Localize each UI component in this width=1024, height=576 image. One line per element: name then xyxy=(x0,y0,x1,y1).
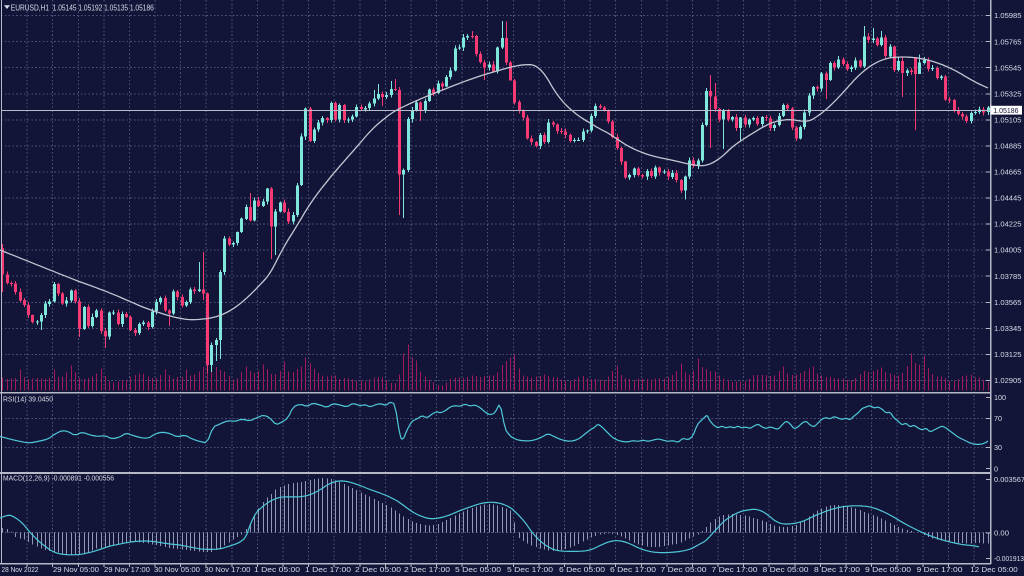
svg-text:1.04005: 1.04005 xyxy=(994,246,1022,255)
svg-text:12 Dec 05:00: 12 Dec 05:00 xyxy=(970,565,1018,574)
svg-text:8 Dec 05:00: 8 Dec 05:00 xyxy=(763,565,809,574)
svg-text:30: 30 xyxy=(994,443,1002,452)
svg-text:29 Nov 17:00: 29 Nov 17:00 xyxy=(104,565,150,574)
svg-text:30 Nov 17:00: 30 Nov 17:00 xyxy=(205,565,251,574)
svg-text:1.02905: 1.02905 xyxy=(994,376,1022,385)
svg-text:2 Dec 05:00: 2 Dec 05:00 xyxy=(355,565,401,574)
svg-text:1.04225: 1.04225 xyxy=(994,220,1022,229)
svg-text:1.03345: 1.03345 xyxy=(994,324,1022,333)
svg-text:1.03565: 1.03565 xyxy=(994,298,1022,307)
svg-text:0.003567: 0.003567 xyxy=(994,475,1024,484)
svg-text:1.04885: 1.04885 xyxy=(994,142,1022,151)
svg-text:1 Dec 17:00: 1 Dec 17:00 xyxy=(305,565,351,574)
svg-text:1.04445: 1.04445 xyxy=(994,194,1022,203)
svg-text:1.05325: 1.05325 xyxy=(994,89,1022,98)
svg-text:1.05186: 1.05186 xyxy=(993,106,1018,115)
svg-text:1.05105: 1.05105 xyxy=(994,115,1022,124)
svg-text:1.03785: 1.03785 xyxy=(994,272,1022,281)
svg-text:70: 70 xyxy=(994,414,1002,423)
svg-text:8 Dec 17:00: 8 Dec 17:00 xyxy=(814,565,860,574)
svg-text:1.05985: 1.05985 xyxy=(994,11,1022,20)
svg-text:0: 0 xyxy=(994,464,998,473)
svg-text:1.05545: 1.05545 xyxy=(994,63,1022,72)
svg-text:EURUSD,H1 1.05145 1.05192 1.0: EURUSD,H1 1.05145 1.05192 1.05135 1.0518… xyxy=(11,4,154,13)
svg-text:MACD(12,26,9) -0.000891 -0.000: MACD(12,26,9) -0.000891 -0.000556 xyxy=(3,474,114,483)
svg-text:9 Dec 17:00: 9 Dec 17:00 xyxy=(917,565,963,574)
svg-text:7 Dec 17:00: 7 Dec 17:00 xyxy=(712,565,758,574)
svg-text:5 Dec 17:00: 5 Dec 17:00 xyxy=(507,565,553,574)
svg-text:9 Dec 05:00: 9 Dec 05:00 xyxy=(865,565,911,574)
svg-text:0.00: 0.00 xyxy=(994,528,1009,537)
svg-text:-0.001913: -0.001913 xyxy=(994,554,1024,563)
svg-text:5 Dec 05:00: 5 Dec 05:00 xyxy=(455,565,501,574)
svg-text:29 Nov 05:00: 29 Nov 05:00 xyxy=(53,565,99,574)
svg-text:RSI(14) 39.0450: RSI(14) 39.0450 xyxy=(3,395,53,404)
svg-text:28 Nov 2022: 28 Nov 2022 xyxy=(2,565,39,574)
svg-text:1.03125: 1.03125 xyxy=(994,350,1022,359)
svg-text:1.05765: 1.05765 xyxy=(994,37,1022,46)
svg-text:100: 100 xyxy=(994,393,1006,402)
svg-text:1.04665: 1.04665 xyxy=(994,168,1022,177)
svg-text:7 Dec 05:00: 7 Dec 05:00 xyxy=(661,565,707,574)
svg-text:2 Dec 17:00: 2 Dec 17:00 xyxy=(404,565,450,574)
svg-text:1 Dec 05:00: 1 Dec 05:00 xyxy=(254,565,300,574)
svg-text:6 Dec 05:00: 6 Dec 05:00 xyxy=(559,565,605,574)
svg-text:30 Nov 05:00: 30 Nov 05:00 xyxy=(154,565,200,574)
svg-text:6 Dec 17:00: 6 Dec 17:00 xyxy=(610,565,656,574)
